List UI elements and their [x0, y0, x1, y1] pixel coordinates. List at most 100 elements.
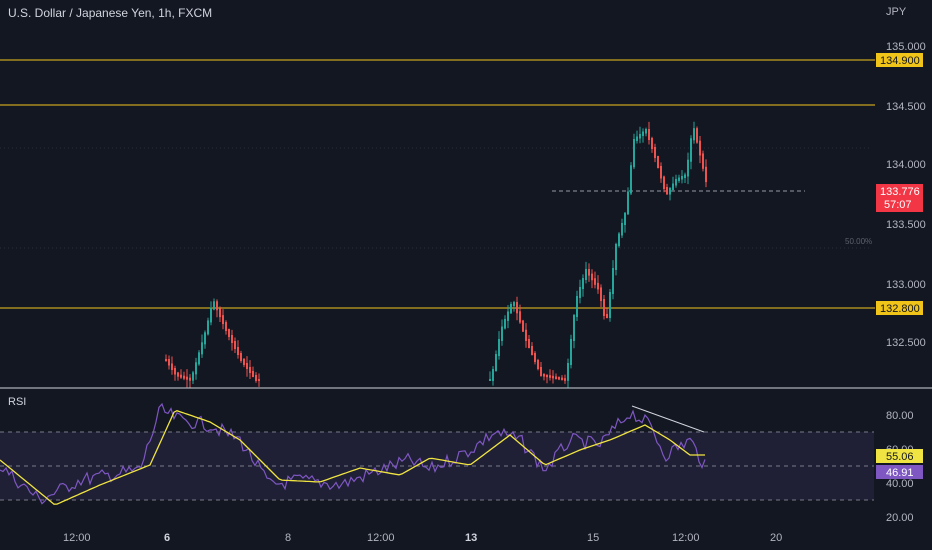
candle-body	[177, 372, 179, 377]
fib-label: 50.00%	[845, 237, 872, 246]
candle-body	[594, 278, 596, 285]
candle-body	[207, 320, 209, 335]
candle-body	[612, 268, 614, 294]
candle-body	[204, 332, 206, 345]
candle-body	[591, 273, 593, 281]
candle-body	[543, 374, 545, 377]
candle-body	[198, 352, 200, 365]
price-tick: 134.000	[886, 159, 926, 171]
price-tick: 135.000	[886, 41, 926, 53]
rsi-tick: 20.00	[886, 512, 914, 524]
candle-body	[636, 136, 638, 141]
candle-body	[588, 269, 590, 276]
candle-body	[597, 282, 599, 290]
candle-body	[669, 188, 671, 195]
candle-body	[225, 322, 227, 331]
candle-body	[639, 134, 641, 139]
candle-body	[627, 191, 629, 215]
rsi-value: 46.91	[886, 467, 914, 479]
time-tick: 6	[164, 532, 170, 544]
rsi-ma-value: 55.06	[886, 451, 914, 463]
candle-body	[675, 179, 677, 186]
candle-body	[660, 166, 662, 179]
currency-label: JPY	[886, 6, 907, 18]
candle-body	[585, 269, 587, 280]
candle-body	[600, 287, 602, 301]
current-price-value: 133.776	[880, 186, 920, 198]
candles-group	[165, 121, 707, 388]
candle-body	[249, 367, 251, 373]
rsi-tick: 40.00	[886, 478, 914, 490]
candle-body	[192, 372, 194, 381]
candle-body	[564, 378, 566, 381]
candle-body	[171, 363, 173, 370]
candle-body	[558, 377, 560, 380]
candle-body	[501, 326, 503, 341]
candle-body	[510, 304, 512, 314]
candle-body	[231, 335, 233, 343]
price-tick: 133.000	[886, 279, 926, 291]
level-badge-text: 132.800	[880, 303, 920, 315]
candle-body	[642, 131, 644, 136]
candle-body	[576, 296, 578, 317]
candle-body	[489, 379, 491, 381]
candle-body	[687, 159, 689, 177]
price-tick: 133.500	[886, 219, 926, 231]
candle-body	[645, 129, 647, 134]
candle-body	[654, 147, 656, 158]
candle-body	[651, 138, 653, 149]
time-tick: 12:00	[63, 532, 91, 544]
candle-body	[213, 301, 215, 310]
candle-body	[540, 367, 542, 376]
candle-body	[222, 315, 224, 325]
candle-body	[216, 301, 218, 311]
candle-body	[666, 187, 668, 195]
candle-body	[243, 359, 245, 365]
candle-body	[537, 360, 539, 369]
divergence-trendline[interactable]	[631, 405, 705, 433]
candle-body	[195, 362, 197, 375]
rsi-ma-line	[0, 409, 705, 505]
candle-body	[555, 376, 557, 379]
candle-body	[549, 375, 551, 378]
time-tick: 20	[770, 532, 782, 544]
candle-body	[246, 363, 248, 369]
candle-body	[255, 375, 257, 381]
candle-body	[165, 359, 167, 361]
candle-body	[702, 153, 704, 169]
candle-body	[504, 319, 506, 329]
candle-body	[693, 128, 695, 141]
candle-body	[663, 176, 665, 189]
candle-body	[495, 354, 497, 371]
candle-body	[258, 379, 260, 381]
level-badge-134900	[876, 53, 923, 67]
current-price-badge	[876, 184, 923, 212]
candle-body	[219, 308, 221, 318]
candle-body	[648, 129, 650, 140]
candle-body	[603, 299, 605, 316]
candle-body	[534, 353, 536, 362]
time-tick: 8	[285, 532, 291, 544]
candle-body	[228, 329, 230, 337]
candle-body	[633, 139, 635, 168]
candle-body	[579, 287, 581, 298]
candle-body	[492, 369, 494, 381]
countdown-timer: 57:07	[884, 199, 912, 211]
candle-body	[678, 177, 680, 181]
candle-body	[237, 347, 239, 355]
rsi-value-badge	[876, 465, 923, 479]
candle-body	[681, 176, 683, 180]
candle-body	[573, 315, 575, 341]
candle-body	[546, 374, 548, 378]
price-tick: 132.500	[886, 337, 926, 349]
candle-body	[522, 320, 524, 332]
candle-body	[615, 244, 617, 270]
rsi-label: RSI	[8, 396, 27, 408]
chart-title: U.S. Dollar / Japanese Yen, 1h, FXCM	[8, 6, 213, 20]
candle-body	[240, 353, 242, 361]
candle-body	[525, 329, 527, 341]
candle-body	[531, 346, 533, 355]
rsi-tick: 80.00	[886, 410, 914, 422]
rsi-line	[0, 402, 706, 505]
